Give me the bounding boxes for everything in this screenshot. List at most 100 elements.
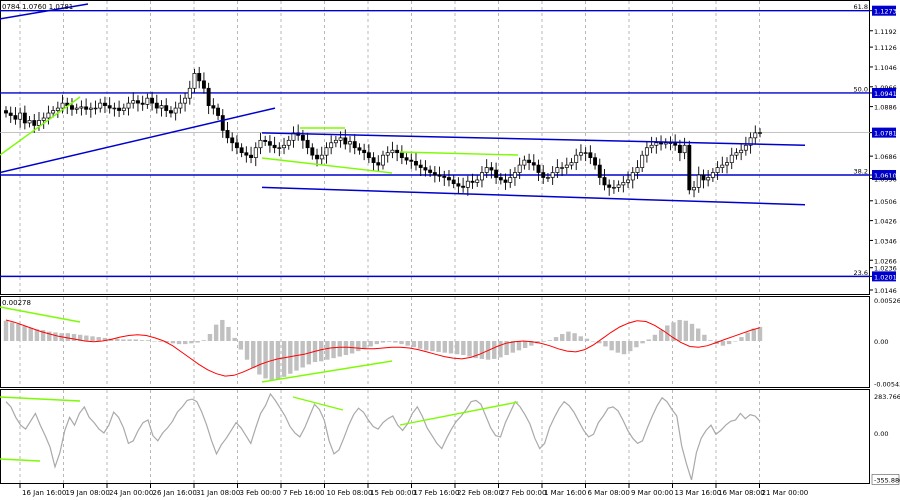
time-label: 26 Jan 16:00: [153, 489, 197, 497]
price-tick-label: 1.1046: [874, 64, 897, 72]
macd-histogram-bar: [529, 341, 534, 346]
macd-histogram-bar: [102, 337, 108, 341]
candle-body: [597, 164, 602, 178]
macd-histogram-bar: [356, 341, 361, 352]
candle-body: [263, 139, 268, 142]
candle-body: [720, 164, 725, 168]
macd-histogram-bar: [77, 334, 83, 341]
macd-histogram-bar: [343, 341, 349, 356]
price-tick-label: 1.0346: [874, 237, 897, 245]
candle-body: [734, 152, 739, 156]
candle-body: [418, 164, 423, 168]
candle-body: [98, 102, 103, 109]
candle-body: [362, 149, 367, 154]
macd-histogram-bar: [9, 322, 15, 341]
candle-body: [126, 102, 131, 109]
candle-body: [616, 184, 621, 188]
candle-body: [517, 164, 522, 173]
candle-body: [159, 105, 164, 109]
macd-histogram-bar: [751, 328, 757, 341]
candle-body: [187, 87, 192, 99]
cci-axis-label: 0.00: [874, 430, 888, 438]
macd-divergence-line: [261, 360, 393, 383]
macd-histogram-bar: [454, 341, 460, 355]
candle-body: [201, 80, 206, 89]
macd-histogram-bar: [145, 340, 151, 341]
macd-histogram-bar: [658, 330, 664, 341]
time-label: 31 Jan 08:00: [196, 489, 240, 497]
macd-histogram-bar: [467, 341, 472, 357]
candle-body: [55, 107, 60, 111]
macd-histogram-bar: [380, 341, 386, 343]
macd-pane-frame: [0, 296, 870, 388]
candle-body: [117, 107, 122, 111]
macd-histogram-bar: [201, 340, 206, 341]
price-label: 1.1273: [874, 8, 897, 16]
time-label: 27 Feb 00:00: [501, 489, 547, 497]
time-label: 24 Jan 00:00: [109, 489, 153, 497]
macd-histogram-bar: [646, 339, 651, 341]
price-label-box: [872, 5, 896, 16]
candle-body: [343, 137, 348, 145]
macd-histogram-bar: [615, 341, 621, 353]
cci-indicator: 283.7669 0.00 -355.8800: [0, 392, 900, 485]
macd-histogram-bar: [28, 327, 33, 341]
macd-histogram-bar: [603, 341, 608, 347]
time-axis: 16 Jan 16:00 19 Jan 08:00 24 Jan 00:00 26 J…: [19, 484, 808, 497]
macd-histogram-bar: [628, 341, 633, 352]
candle-body: [649, 144, 654, 149]
macd-histogram-bar: [733, 341, 738, 342]
cci-axis-label: 283.7669: [874, 393, 900, 401]
macd-histogram-bar: [331, 341, 336, 359]
candle-body: [338, 137, 343, 141]
trendline: [0, 107, 276, 174]
candle-body: [748, 137, 753, 146]
candle-body: [244, 152, 249, 156]
candle-body: [635, 167, 640, 173]
macd-histogram-bar: [374, 341, 380, 345]
candle-body: [305, 139, 310, 149]
fib-level-label: 38.2: [854, 168, 868, 176]
time-label: 9 Mar 00:00: [631, 489, 673, 497]
price-tick-label: 1.0146: [874, 287, 897, 295]
macd-histogram-bar: [720, 341, 726, 346]
macd-histogram-bar: [726, 341, 732, 345]
divergence-line: [0, 96, 81, 156]
candle-body: [8, 112, 13, 116]
time-label: 22 Feb 08:00: [457, 489, 503, 497]
macd-histogram-bar: [597, 341, 602, 344]
candle-body: [131, 100, 136, 104]
candle-body: [621, 182, 626, 186]
price-label: 1.0610: [874, 172, 897, 180]
candle-body: [348, 141, 352, 145]
macd-histogram-bar: [281, 341, 287, 377]
candle-body: [399, 152, 404, 159]
macd-histogram-bar: [510, 341, 515, 353]
candle-body: [480, 172, 484, 181]
time-label: 3 Feb 00:00: [240, 489, 281, 497]
macd-histogram-bar: [84, 335, 89, 341]
macd-divergence-line: [0, 306, 81, 323]
candle-body: [706, 177, 711, 181]
macd-histogram-bar: [232, 337, 237, 341]
macd-histogram-bar: [695, 328, 701, 341]
macd-histogram-bar: [566, 331, 571, 341]
candle-body: [324, 147, 329, 156]
macd-header-value: 0.00278: [2, 299, 31, 307]
candle-body: [225, 130, 230, 139]
macd-histogram-bar: [183, 341, 188, 345]
candle-body: [447, 177, 451, 181]
price-tick-label: 1.0686: [874, 153, 897, 161]
cci-divergence-line: [399, 401, 519, 426]
candle-body: [183, 97, 188, 104]
candle-body: [512, 172, 517, 178]
fib-level-label: 61.8: [854, 3, 868, 11]
candle-body: [395, 149, 400, 154]
macd-histogram-bar: [22, 326, 27, 341]
candle-body: [414, 161, 418, 166]
trendline: [0, 3, 89, 20]
candle-body: [277, 147, 282, 149]
macd-histogram-bar: [325, 341, 330, 360]
macd-histogram-bar: [71, 333, 77, 341]
